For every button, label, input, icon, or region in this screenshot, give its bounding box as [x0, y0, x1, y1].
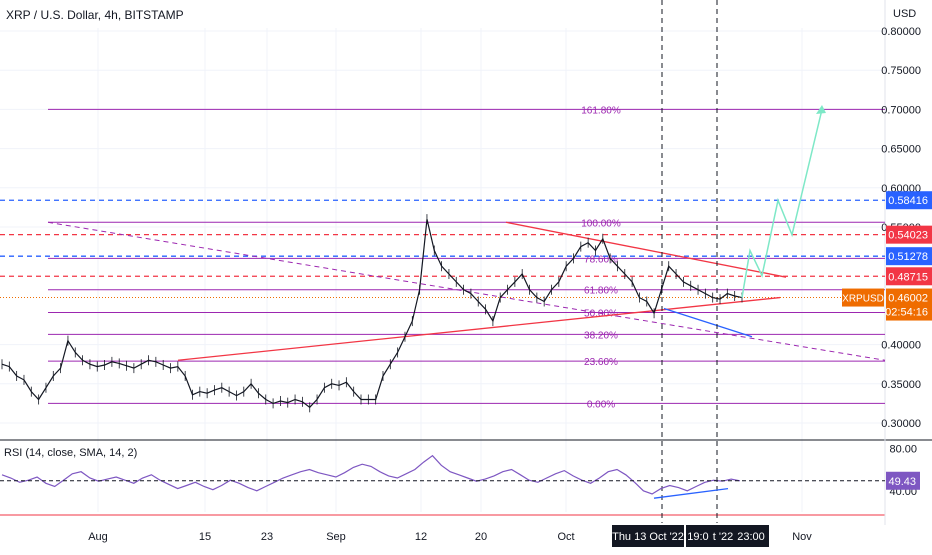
countdown-label: 02:54:16 [885, 307, 928, 319]
price-series-line [1, 219, 743, 409]
fib-level-label: 38.20% [584, 330, 618, 341]
price-tag-label: 0.58416 [888, 195, 928, 207]
price-tag-label: 0.51278 [888, 251, 928, 263]
x-tick-label: 20 [475, 531, 487, 543]
rsi-divergence-line [653, 488, 729, 499]
time-pill [612, 525, 684, 547]
time-pill-label: 19:00 [687, 531, 715, 543]
y-tick-label: 0.30000 [881, 418, 921, 430]
rsi-line [1, 454, 741, 495]
fib-level-label: 23.60% [584, 357, 618, 368]
price-tag [886, 267, 932, 286]
rsi-scale-label: 80.00 [889, 443, 917, 455]
current-price-tag [886, 288, 932, 321]
price-tag-label: 0.48715 [888, 271, 928, 283]
price-tag-label: 0.54023 [888, 230, 928, 242]
fib-level-label: 100.00% [581, 218, 621, 229]
time-pill-label: 23:00 [737, 531, 765, 543]
time-pill-label: t '22 [713, 531, 733, 543]
time-pill [686, 525, 716, 547]
symbol-tag [842, 288, 884, 307]
y-tick-label: 0.80000 [881, 26, 921, 38]
fib-level-label: 0.00% [587, 399, 615, 410]
time-pill [709, 525, 737, 547]
x-tick-label: 15 [199, 531, 211, 543]
fib-level-label: 78.60% [584, 254, 618, 265]
fib-level-label: 61.80% [584, 286, 618, 297]
price-tag [886, 225, 932, 244]
current-price-label: 0.46002 [888, 293, 928, 305]
x-tick-label: Oct [557, 531, 574, 543]
chart-title: XRP / U.S. Dollar, 4h, BITSTAMP [6, 8, 184, 22]
fib-level-label: 161.80% [581, 105, 621, 116]
rsi-value-tag [886, 471, 920, 490]
resistance-trend-line [505, 221, 787, 278]
projection-arrowhead [816, 105, 826, 114]
x-tick-label: Nov [792, 531, 812, 543]
currency-label: USD [893, 8, 917, 20]
y-tick-label: 0.75000 [881, 65, 921, 77]
rsi-label: RSI (14, close, SMA, 14, 2) [4, 447, 138, 459]
y-tick-label: 0.35000 [881, 379, 921, 391]
price-tag [886, 191, 932, 210]
price-tag [886, 247, 932, 266]
y-tick-label: 0.70000 [881, 104, 921, 116]
time-pill-label: Thu 13 Oct '22 [612, 531, 684, 543]
time-pill [733, 525, 769, 547]
y-tick-label: 0.65000 [881, 144, 921, 156]
y-tick-label: 0.40000 [881, 340, 921, 352]
support-trend-line [177, 296, 781, 361]
divergence-line [663, 307, 753, 338]
symbol-tag-label: XRPUSD [842, 294, 884, 305]
x-tick-label: Sep [326, 531, 346, 543]
x-tick-label: 12 [415, 531, 427, 543]
x-tick-label: Aug [88, 531, 108, 543]
x-tick-label: 23 [261, 531, 273, 543]
rsi-value-label: 49.43 [888, 476, 916, 488]
projection-path [741, 109, 823, 298]
